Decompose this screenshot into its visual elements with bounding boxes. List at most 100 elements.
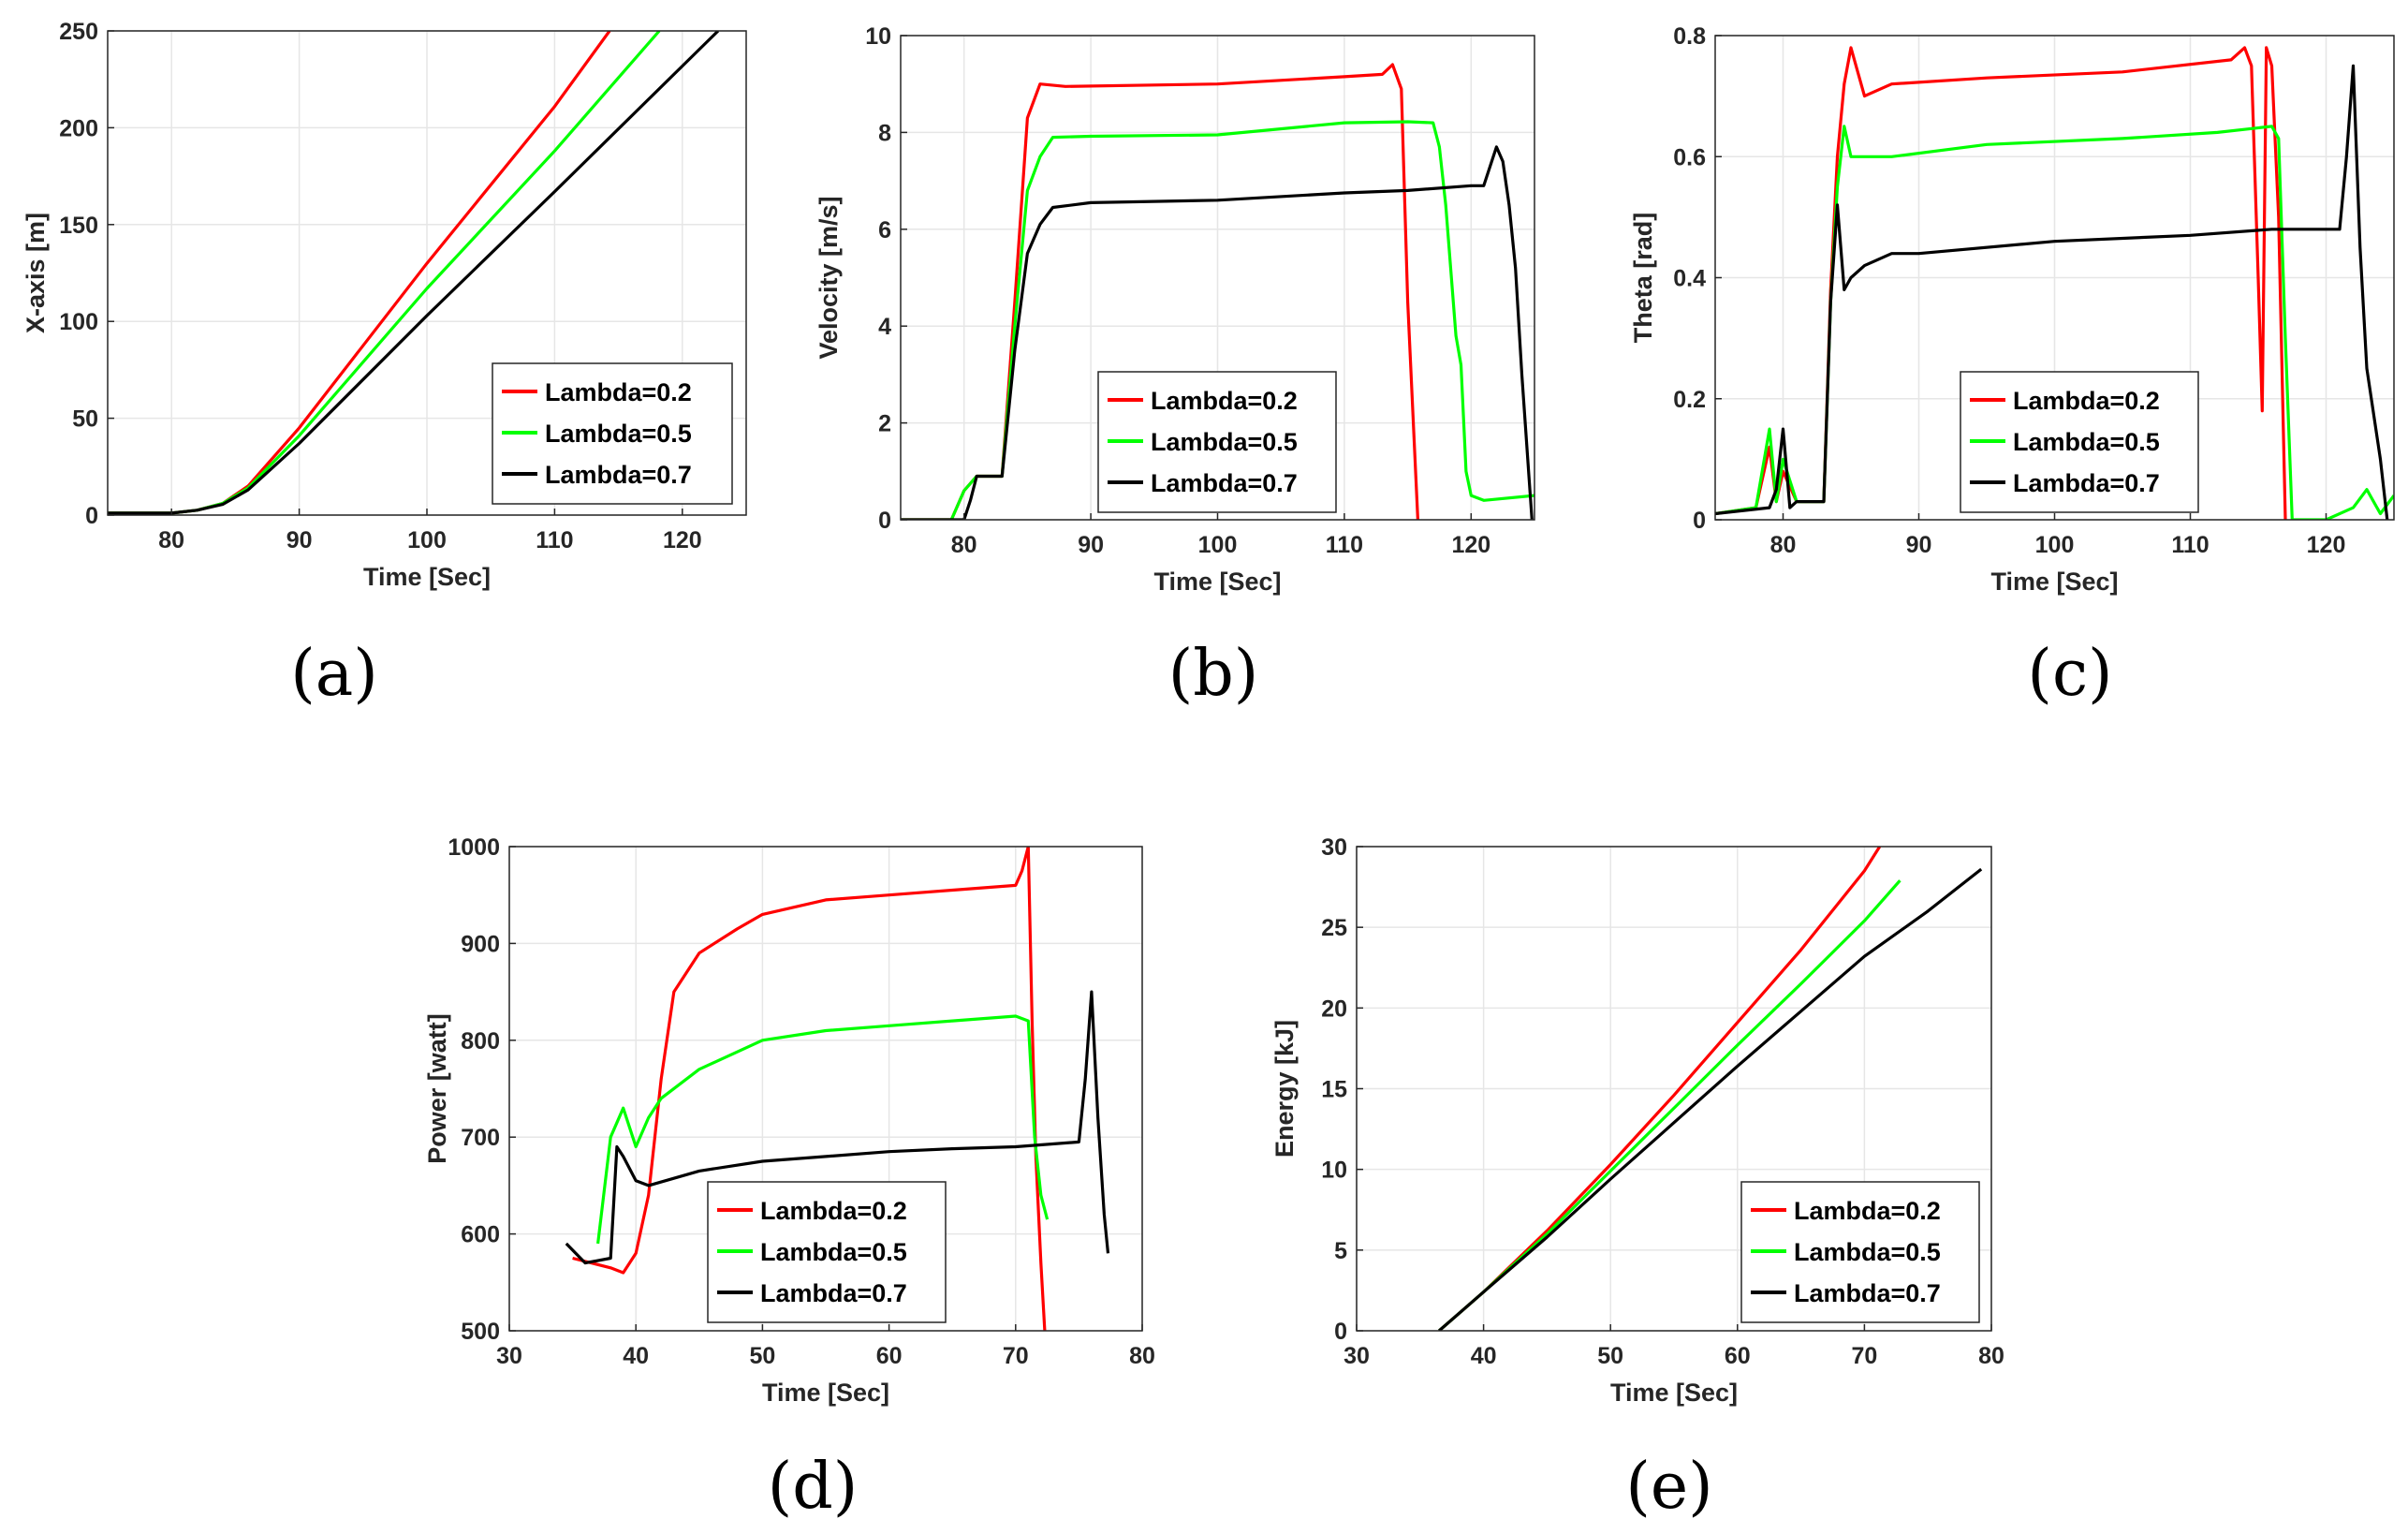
x-tick-label: 70: [1851, 1343, 1877, 1369]
y-tick-label: 0.6: [1673, 144, 1706, 170]
y-tick-label: 30: [1321, 834, 1347, 861]
series-group: [108, 31, 720, 515]
y-tick-label: 2: [878, 411, 891, 437]
x-tick-label: 80: [1129, 1343, 1155, 1369]
panel-label: (e): [1625, 1450, 1712, 1524]
x-tick-label: 80: [951, 532, 977, 558]
panel-e: 30 40 50 60 70 80 0 5 10 15 20 25 30 Time [Sec] Energy…: [1270, 834, 2004, 1524]
x-axis-label: Time [Sec]: [1990, 568, 2118, 596]
y-tick-label: 250: [59, 19, 98, 45]
y-tick-label: 150: [59, 213, 98, 239]
series-line-Lambda=0.2: [1715, 46, 2287, 520]
series-line-Lambda=0.5: [1715, 125, 2394, 520]
y-tick-label: 25: [1321, 915, 1347, 941]
x-tick-label: 30: [1343, 1343, 1370, 1369]
x-axis-label: Time [Sec]: [762, 1379, 889, 1407]
y-tick-label: 8: [878, 120, 891, 146]
y-tick-label: 0: [1693, 508, 1706, 534]
legend-entry: Lambda=0.2: [545, 378, 692, 406]
x-tick-label: 90: [1078, 532, 1104, 558]
legend-entry: Lambda=0.7: [1151, 469, 1298, 497]
y-tick-label: 600: [461, 1222, 500, 1248]
x-axis-label: Time [Sec]: [1610, 1379, 1738, 1407]
legend-entry: Lambda=0.7: [1794, 1279, 1941, 1307]
y-axis-label: X-axis [m]: [22, 213, 50, 333]
x-tick-label: 120: [1451, 532, 1490, 558]
panel-label: (c): [2027, 637, 2112, 711]
y-tick-label: 0.2: [1673, 387, 1706, 413]
y-axis-label: Velocity [m/s]: [815, 196, 843, 359]
legend: Lambda=0.2 Lambda=0.5 Lambda=0.7: [1097, 371, 1337, 513]
series-line-Lambda=0.7: [108, 31, 720, 515]
x-tick-label: 40: [623, 1343, 649, 1369]
y-tick-label: 700: [461, 1125, 500, 1151]
legend-entry: Lambda=0.5: [760, 1238, 907, 1266]
panel-label: (b): [1168, 637, 1259, 711]
y-tick-label: 10: [1321, 1158, 1347, 1184]
legend-entry: Lambda=0.2: [2013, 387, 2160, 415]
panel-c: 80 90 100 110 120 0 0.2 0.4 0.6 0.8 Time [Sec] Thet…: [1629, 23, 2395, 711]
x-tick-label: 80: [1978, 1343, 2004, 1369]
legend-entry: Lambda=0.5: [1151, 428, 1298, 456]
legend-entry: Lambda=0.2: [760, 1197, 907, 1225]
x-tick-label: 80: [1770, 532, 1797, 558]
x-tick-label: 110: [1326, 532, 1363, 558]
x-axis-label: Time [Sec]: [1153, 568, 1281, 596]
panel-label: (a): [290, 637, 378, 711]
legend-entry: Lambda=0.5: [545, 420, 692, 448]
series-line-Lambda=0.5: [596, 1014, 1050, 1245]
x-tick-label: 50: [749, 1343, 775, 1369]
y-tick-label: 200: [59, 115, 98, 141]
y-tick-label: 0.8: [1673, 23, 1706, 50]
y-tick-label: 10: [865, 23, 891, 50]
x-tick-label: 60: [876, 1343, 903, 1369]
x-tick-label: 90: [1906, 532, 1932, 558]
legend-entry: Lambda=0.7: [760, 1279, 907, 1307]
panel-d: 30 40 50 60 70 80 500 600 700 800 900 1000 Time [Sec…: [423, 834, 1155, 1524]
y-tick-label: 1000: [448, 834, 500, 861]
legend: Lambda=0.2 Lambda=0.5 Lambda=0.7: [707, 1181, 947, 1323]
y-axis-label: Energy [kJ]: [1270, 1020, 1299, 1158]
x-tick-label: 90: [286, 527, 313, 553]
legend: Lambda=0.2 Lambda=0.5 Lambda=0.7: [492, 362, 733, 505]
legend-entry: Lambda=0.5: [1794, 1238, 1941, 1266]
legend: Lambda=0.2 Lambda=0.5 Lambda=0.7: [1740, 1181, 1980, 1323]
panel-a: 80 90 100 110 120 0 50 100 150 200 250 Time [Sec] X-…: [22, 19, 747, 711]
x-tick-label: 110: [536, 527, 573, 553]
x-tick-label: 40: [1471, 1343, 1497, 1369]
series-group: [1715, 46, 2394, 520]
y-tick-label: 50: [72, 406, 98, 433]
y-tick-label: 0: [878, 508, 891, 534]
y-tick-label: 500: [461, 1319, 500, 1345]
y-tick-label: 4: [878, 314, 891, 340]
y-tick-label: 0: [85, 503, 98, 529]
legend: Lambda=0.2 Lambda=0.5 Lambda=0.7: [1960, 371, 2199, 513]
x-tick-label: 110: [2171, 532, 2209, 558]
series-line-Lambda=0.2: [572, 847, 1047, 1331]
y-tick-label: 15: [1321, 1077, 1347, 1103]
x-tick-label: 100: [407, 527, 447, 553]
legend-entry: Lambda=0.7: [545, 461, 692, 489]
x-tick-label: 70: [1003, 1343, 1029, 1369]
x-tick-label: 80: [158, 527, 184, 553]
y-tick-label: 6: [878, 217, 891, 243]
y-tick-label: 0.4: [1673, 266, 1706, 292]
legend-entry: Lambda=0.2: [1151, 387, 1298, 415]
legend-entry: Lambda=0.2: [1794, 1197, 1941, 1225]
x-tick-label: 100: [2035, 532, 2075, 558]
x-tick-label: 60: [1725, 1343, 1751, 1369]
x-tick-label: 120: [663, 527, 702, 553]
y-tick-label: 800: [461, 1028, 500, 1055]
x-tick-label: 30: [496, 1343, 522, 1369]
y-axis-label: Power [watt]: [423, 1013, 451, 1164]
panel-b: 80 90 100 110 120 0 2 4 6 8 10 Time [Sec] Velocity […: [815, 23, 1535, 711]
legend-entry: Lambda=0.5: [2013, 428, 2160, 456]
series-line-Lambda=0.7: [901, 145, 1534, 520]
series-group: [1438, 847, 1983, 1331]
series-group: [901, 63, 1534, 520]
panel-label: (d): [768, 1450, 859, 1524]
axes-frame: [508, 846, 1143, 1332]
series-line-Lambda=0.7: [1438, 867, 1983, 1331]
series-line-Lambda=0.7: [1715, 64, 2389, 520]
